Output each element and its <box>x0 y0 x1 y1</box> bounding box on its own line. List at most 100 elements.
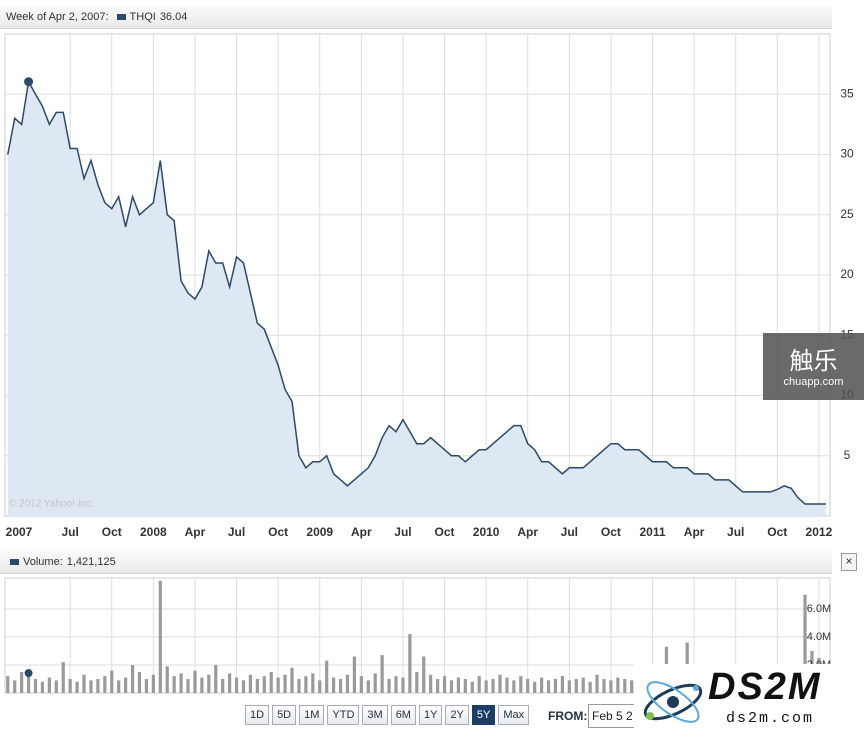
volume-bar <box>484 680 488 693</box>
volume-bar <box>373 673 377 693</box>
volume-bar <box>13 680 17 693</box>
x-tick-label: 2010 <box>473 525 500 539</box>
volume-bar <box>442 676 447 693</box>
x-tick-label: Apr <box>684 525 705 539</box>
x-tick-label: Apr <box>351 525 372 539</box>
legend-swatch <box>10 559 19 565</box>
volume-bar <box>387 678 391 693</box>
range-button[interactable]: 3M <box>362 705 388 725</box>
range-button[interactable]: 6M <box>390 705 416 725</box>
y-tick-label: 4.0M <box>807 631 831 643</box>
x-tick-label: Jul <box>394 525 411 539</box>
logo-site: ds2m.com <box>726 710 815 727</box>
close-button[interactable]: × <box>841 553 857 571</box>
volume-bar <box>380 655 384 693</box>
volume-bar <box>415 671 419 693</box>
legend-value: 36.04 <box>159 11 188 23</box>
range-button[interactable]: 1M <box>299 705 325 725</box>
volume-bar <box>110 670 114 693</box>
y-tick-label: 25 <box>840 207 854 221</box>
volume-bar <box>401 677 405 693</box>
plot-layer: © 2012 Yahoo! Inc. <box>5 34 830 516</box>
volume-bar <box>214 664 218 693</box>
volume-bar <box>567 680 571 693</box>
volume-bar <box>609 680 613 693</box>
x-tick-label: Apr <box>185 525 206 539</box>
volume-bar <box>124 677 128 693</box>
volume-bar <box>436 678 440 693</box>
x-tick-label: Jul <box>61 525 78 539</box>
volume-bar <box>394 676 398 693</box>
volume-bar <box>477 676 481 693</box>
volume-bar <box>61 662 65 693</box>
plot-layer <box>5 578 830 693</box>
volume-bar <box>304 676 308 693</box>
volume-bar <box>560 676 564 693</box>
range-button[interactable]: 5Y <box>471 705 496 725</box>
x-tick-label: Oct <box>268 525 288 539</box>
volume-bar <box>602 678 606 693</box>
volume-bar <box>546 680 551 693</box>
y-tick-label: 5 <box>844 448 851 462</box>
price-line <box>7 79 826 505</box>
volume-bar <box>352 656 357 693</box>
volume-bar <box>588 681 592 693</box>
area-fill <box>7 81 826 516</box>
range-button[interactable]: Max <box>498 705 530 725</box>
x-tick-label: Oct <box>601 525 621 539</box>
watermark-site: chuapp.com <box>783 376 844 388</box>
volume-bar <box>89 680 93 693</box>
volume-bar <box>228 673 232 693</box>
price-header: Week of Apr 2, 2007: THQI 36.04 <box>0 6 832 29</box>
highlight-dot <box>24 77 34 87</box>
volume-bar <box>616 677 620 693</box>
x-tick-label: Oct <box>767 525 787 539</box>
volume-bar <box>158 580 162 693</box>
volume-bar <box>498 674 502 693</box>
y-tick-label: 30 <box>840 147 854 161</box>
volume-bar <box>553 678 558 693</box>
volume-bar <box>200 677 204 693</box>
volume-bar <box>505 677 509 693</box>
volume-bar <box>117 680 121 693</box>
volume-bar <box>234 677 239 693</box>
volume-bar <box>33 678 38 693</box>
volume-bar <box>803 594 807 693</box>
volume-bar <box>137 671 142 693</box>
range-button[interactable]: 1D <box>245 705 270 725</box>
volume-bar <box>26 673 31 693</box>
volume-bar <box>429 674 433 693</box>
x-tick-label: Jul <box>727 525 744 539</box>
range-button[interactable]: 2Y <box>445 705 469 725</box>
volume-bar <box>366 680 370 693</box>
x-tick-label: Oct <box>102 525 122 539</box>
volume-bar <box>338 678 343 693</box>
y-tick-label: 20 <box>840 267 854 281</box>
from-input[interactable]: Feb 5 2 <box>588 704 635 728</box>
y-tick-label: 35 <box>840 86 854 100</box>
volume-bar <box>290 667 294 693</box>
volume-bar <box>255 678 259 693</box>
volume-bar <box>103 676 107 693</box>
volume-bar <box>491 678 495 693</box>
x-tick-label: 2008 <box>140 525 167 539</box>
volume-bar <box>172 676 176 693</box>
copyright: © 2012 Yahoo! Inc. <box>9 499 94 510</box>
range-button[interactable]: YTD <box>327 705 360 725</box>
volume-header: Volume: 1,421,125 <box>0 551 832 574</box>
volume-bar <box>54 680 58 693</box>
volume-bar <box>144 678 149 693</box>
range-button[interactable]: 1Y <box>418 705 443 725</box>
volume-bar <box>82 674 86 693</box>
range-button[interactable]: 5D <box>272 705 297 725</box>
volume-bar <box>283 674 287 693</box>
volume-bar <box>47 677 51 693</box>
x-tick-label: 2011 <box>639 525 665 539</box>
volume-bar <box>470 681 474 693</box>
highlight-dot <box>24 669 33 678</box>
watermark-title: 触乐 <box>789 348 838 375</box>
volume-bar <box>574 678 578 693</box>
volume-bar <box>68 678 72 693</box>
volume-bar <box>325 660 329 693</box>
